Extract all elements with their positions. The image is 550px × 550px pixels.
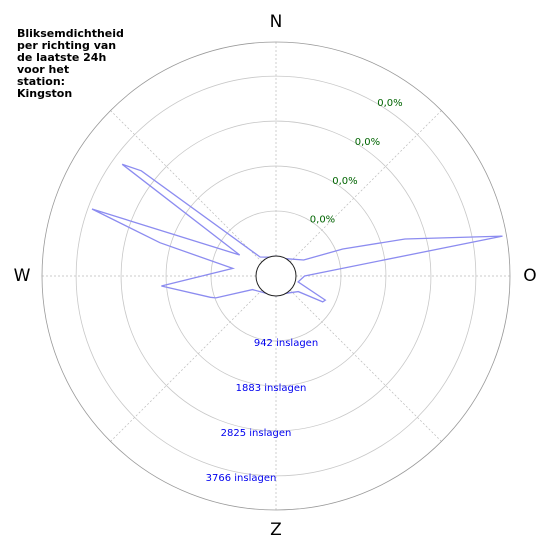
title-line: voor het [17, 63, 70, 76]
grid-ring [75, 75, 477, 477]
grid-ring [165, 165, 387, 387]
title-line: Bliksemdichtheid [17, 27, 124, 40]
r-tick-percent: 0,0% [377, 98, 402, 109]
title-line: station: [17, 75, 66, 88]
r-tick-percent: 0,0% [332, 176, 357, 187]
r-tick-percent: 0,0% [355, 137, 380, 148]
r-tick-label: 2825 inslagen [221, 428, 292, 439]
direction-label: O [523, 266, 536, 286]
grid-ring [120, 120, 432, 432]
r-tick-label: 3766 inslagen [206, 473, 277, 484]
spoke [110, 110, 263, 263]
spoke [110, 289, 263, 442]
series-line [91, 163, 503, 303]
title-line: per richting van [17, 39, 117, 52]
title-line: de laatste 24h [17, 51, 107, 64]
title-line: Kingston [17, 87, 73, 100]
center-hole [255, 255, 297, 297]
chart-title: Bliksemdichtheid per richting van de laats… [17, 28, 124, 100]
direction-label: N [270, 12, 283, 32]
direction-label: W [14, 266, 31, 286]
grid-ring [210, 210, 342, 342]
direction-label: Z [270, 520, 282, 540]
r-tick-percent: 0,0% [310, 215, 335, 226]
r-tick-label: 942 inslagen [254, 338, 318, 349]
spoke [289, 289, 442, 442]
outer-ring [41, 41, 511, 511]
r-tick-label: 1883 inslagen [236, 383, 307, 394]
